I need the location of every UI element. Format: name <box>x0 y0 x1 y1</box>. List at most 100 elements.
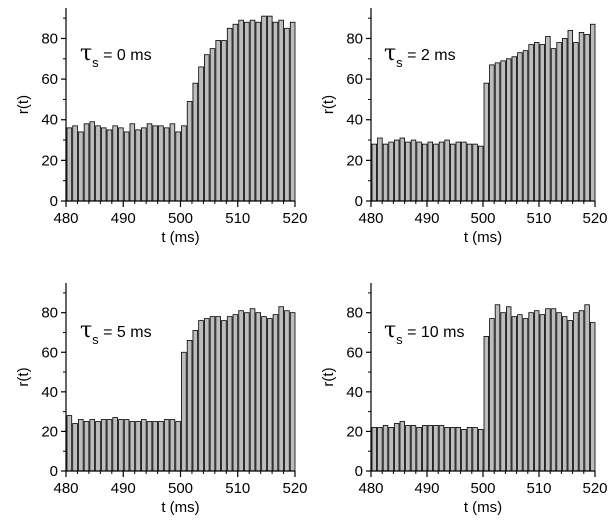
bar <box>522 318 529 472</box>
bar <box>393 423 400 472</box>
bar <box>83 123 90 202</box>
bar <box>141 127 147 202</box>
bar <box>433 143 439 202</box>
y-axis-title: r(t) <box>320 367 337 386</box>
bar <box>461 141 467 202</box>
bar <box>89 121 96 202</box>
bar <box>232 314 239 472</box>
x-axis-title: t (ms) <box>464 229 502 246</box>
bar <box>272 21 279 202</box>
x-tick-label: 480 <box>53 210 78 227</box>
bar <box>123 419 130 472</box>
bar <box>278 306 284 472</box>
bar <box>371 143 377 202</box>
y-tick-label: 60 <box>346 344 363 361</box>
chart-panel-1: 0 20 40 60 80 480 490 500 510 520 t (ms) r(t) τs = 0… <box>15 8 308 246</box>
bar <box>427 141 433 202</box>
y-tick-label: 20 <box>346 152 363 169</box>
bar <box>255 312 262 472</box>
bar <box>72 423 78 472</box>
bar <box>517 52 523 202</box>
bar <box>78 131 84 202</box>
bar <box>545 36 551 202</box>
bar <box>505 58 512 202</box>
chart-panel-2: 0 20 40 60 80 480 490 500 510 520 t (ms) r(t) τs = 2… <box>320 8 608 246</box>
x-axis-title: t (ms) <box>161 499 199 516</box>
x-tick-label: 480 <box>358 210 383 227</box>
bar <box>494 62 501 202</box>
bar <box>284 27 290 202</box>
y-axis-title: r(t) <box>15 367 32 386</box>
bar <box>129 123 136 202</box>
bar <box>371 427 377 472</box>
x-tick-label: 510 <box>526 210 551 227</box>
y-tick-label: 80 <box>41 30 58 47</box>
bar <box>238 310 244 472</box>
bar <box>444 139 450 202</box>
bar <box>249 308 256 472</box>
bar <box>466 427 473 472</box>
bar <box>238 19 244 202</box>
bar <box>186 101 193 202</box>
bar <box>511 56 517 202</box>
bar <box>477 145 484 202</box>
tau-value: = 2 ms <box>403 47 456 64</box>
bar <box>100 419 107 472</box>
bar <box>539 314 545 472</box>
bar <box>186 339 193 472</box>
bar <box>433 425 439 472</box>
bar <box>118 419 124 472</box>
chart-panel-4: 0 20 40 60 80 480 490 500 510 520 t (ms) r(t) τs = 1… <box>320 283 608 516</box>
bar <box>66 127 73 202</box>
y-tick-label: 60 <box>41 71 58 88</box>
tau-value: = 0 ms <box>99 47 152 64</box>
bar <box>221 40 227 202</box>
y-tick-label: 40 <box>346 384 363 401</box>
bar <box>584 304 590 472</box>
tau-symbol: τ <box>384 318 396 343</box>
bar <box>129 421 136 472</box>
tau-value: = 5 ms <box>99 324 152 341</box>
bar <box>289 21 296 202</box>
y-tick-label: 20 <box>346 423 363 440</box>
bar <box>266 15 273 202</box>
bar <box>399 421 405 472</box>
chart-panel-3: 0 20 40 60 80 480 490 500 510 520 t (ms) r(t) τs = 5… <box>15 283 308 516</box>
bar <box>118 127 124 202</box>
bar <box>449 143 456 202</box>
x-tick-label: 520 <box>582 480 607 497</box>
bar <box>573 42 579 202</box>
y-axis-title: r(t) <box>15 95 32 114</box>
bar <box>556 42 562 202</box>
bar <box>455 427 461 472</box>
x-axis-title: t (ms) <box>161 229 199 246</box>
bar <box>416 141 422 202</box>
bar <box>550 308 557 472</box>
bar <box>209 316 216 472</box>
x-tick-label: 520 <box>282 480 307 497</box>
bar <box>472 427 478 472</box>
bar <box>438 141 445 202</box>
bar <box>175 421 181 472</box>
x-tick-label: 480 <box>358 480 383 497</box>
bar <box>158 125 164 202</box>
bar <box>489 64 495 202</box>
bar <box>203 54 210 202</box>
bar <box>72 125 78 202</box>
bar <box>410 425 417 472</box>
bar <box>163 419 170 472</box>
y-tick-label: 40 <box>41 112 58 129</box>
tau-subscript: s <box>92 55 99 70</box>
bar <box>377 137 383 202</box>
x-tick-label: 500 <box>168 210 193 227</box>
bar <box>427 425 433 472</box>
bar <box>83 421 90 472</box>
bar <box>89 419 96 472</box>
bar <box>95 421 101 472</box>
bar <box>550 48 557 202</box>
bar <box>567 29 573 202</box>
bar <box>461 429 467 472</box>
x-tick-label: 520 <box>582 210 607 227</box>
bar <box>578 310 585 472</box>
bar <box>382 143 389 202</box>
